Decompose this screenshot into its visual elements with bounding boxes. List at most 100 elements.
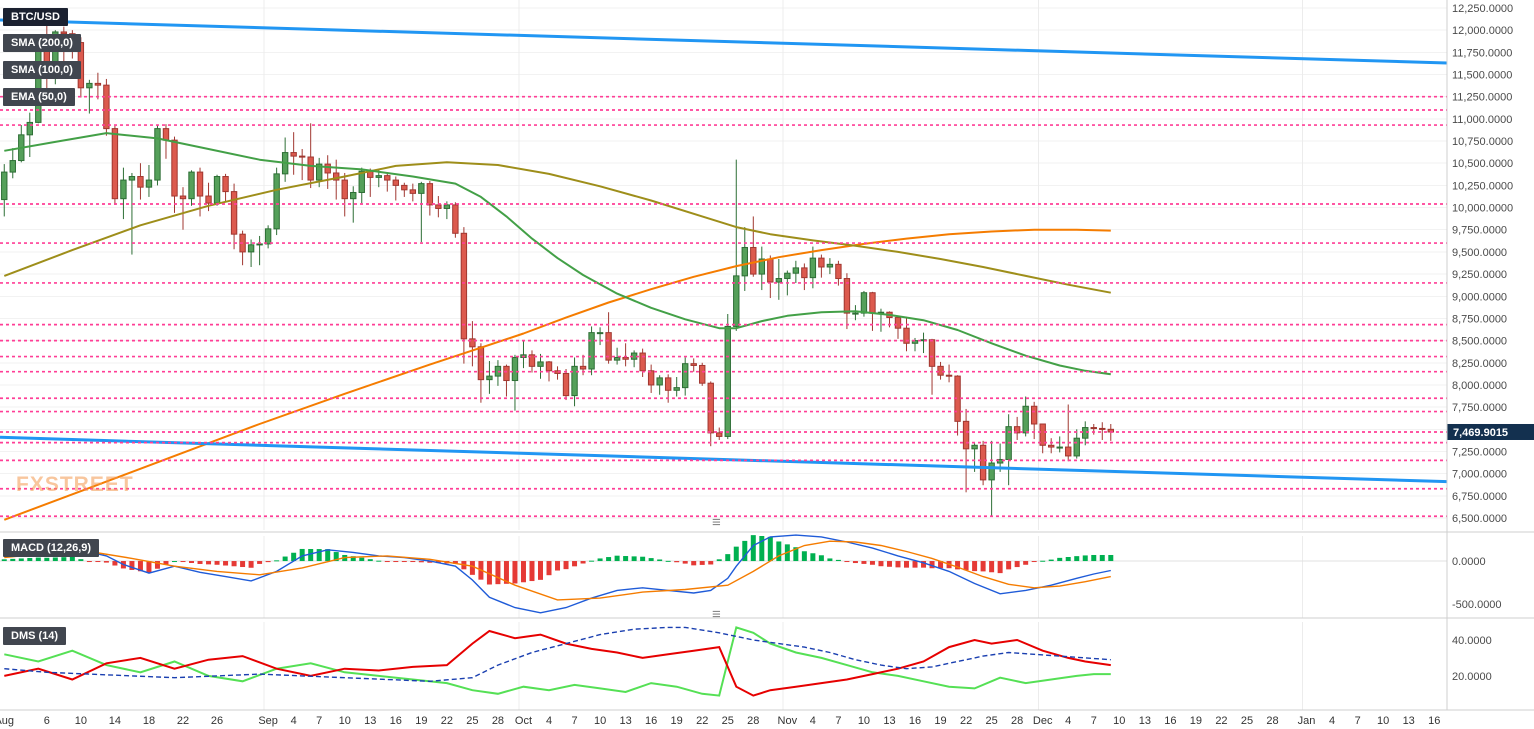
candle-body xyxy=(460,232,468,340)
macd-histogram-bar xyxy=(606,557,612,562)
candle-body xyxy=(826,263,834,268)
macd-histogram-bar xyxy=(316,549,322,562)
dms-axis-label: 20.0000 xyxy=(1452,671,1492,683)
price-axis-label: 9,500.0000 xyxy=(1452,247,1507,259)
indicator-badge-macd[interactable]: MACD (12,26,9) xyxy=(3,539,100,557)
macd-histogram-bar xyxy=(248,561,254,568)
symbol-badge[interactable]: BTC/USD xyxy=(3,8,68,26)
frame-layer xyxy=(0,0,1534,711)
x-axis-label: 16 xyxy=(390,715,402,727)
candle-body xyxy=(639,352,646,372)
price-axis-label: 6,750.0000 xyxy=(1452,491,1507,503)
x-axis-label: 10 xyxy=(1377,715,1389,727)
candle-body xyxy=(971,444,978,450)
x-axis-label: Oct xyxy=(515,715,532,727)
macd-histogram-bar xyxy=(767,536,773,562)
macd-histogram-bar xyxy=(589,560,595,562)
trendline-lower[interactable] xyxy=(0,435,1448,484)
panel-resize-handle-dms[interactable]: ≡ xyxy=(712,606,721,623)
macd-histogram-bar xyxy=(452,561,458,564)
candle-body xyxy=(128,176,136,181)
x-axis-label: 13 xyxy=(364,715,376,727)
candle-body xyxy=(298,155,306,158)
x-axis-label: 25 xyxy=(985,715,997,727)
macd-histogram-bar xyxy=(503,561,509,584)
macd-histogram-bar xyxy=(137,561,143,572)
candle-body xyxy=(579,365,587,370)
candle-body xyxy=(1030,405,1038,425)
ema50-line[interactable] xyxy=(4,132,1111,376)
macd-line xyxy=(4,534,1111,614)
macd-histogram-bar xyxy=(742,540,748,562)
candle-body xyxy=(1056,446,1063,449)
x-axis-label: 25 xyxy=(722,715,734,727)
macd-histogram-bar xyxy=(265,561,271,563)
indicator-badge-dms[interactable]: DMS (14) xyxy=(3,627,67,645)
macd-histogram-bar xyxy=(418,561,424,563)
candle-body xyxy=(94,82,102,86)
x-axis-label: 4 xyxy=(1065,715,1071,727)
x-axis-label: 22 xyxy=(696,715,708,727)
x-axis-label: Nov xyxy=(778,715,798,727)
macd-histogram-bar xyxy=(95,561,101,563)
macd-histogram-bar xyxy=(580,561,586,564)
trendline-upper[interactable] xyxy=(0,18,1448,65)
candle-body xyxy=(1090,427,1097,430)
candle-body xyxy=(988,462,995,481)
dms-axis-label: 40.0000 xyxy=(1452,635,1492,647)
sma100-line[interactable] xyxy=(3,161,1111,294)
indicator-badge-ema50[interactable]: EMA (50,0) xyxy=(3,88,75,106)
macd-histogram-bar xyxy=(274,560,280,562)
candle-body xyxy=(350,191,357,200)
macd-histogram-bar xyxy=(886,561,892,567)
dms-panel[interactable]: 40.0000 20.0000 xyxy=(4,626,1492,697)
x-axis-label: 22 xyxy=(1215,715,1227,727)
macd-histogram-bar xyxy=(359,557,365,562)
candle-body xyxy=(60,31,68,35)
candle-body xyxy=(145,179,153,188)
macd-histogram-bar xyxy=(827,558,833,562)
candle-body xyxy=(103,84,110,130)
macd-histogram-bar xyxy=(401,561,407,563)
panel-resize-handle-macd[interactable]: ≡ xyxy=(712,514,721,531)
macd-histogram-bar xyxy=(623,556,629,562)
macd-histogram-bar xyxy=(648,558,654,562)
macd-histogram-bar xyxy=(163,561,169,565)
macd-histogram-bar xyxy=(665,560,671,562)
minus_di-line xyxy=(4,629,1111,697)
macd-histogram-bar xyxy=(214,561,220,565)
price-axis-label: 11,000.0000 xyxy=(1452,114,1512,126)
candle-body xyxy=(290,152,297,157)
candle-body xyxy=(571,365,578,397)
candle-body xyxy=(528,354,536,367)
candles-layer xyxy=(1,23,1114,517)
candle-body xyxy=(213,176,221,204)
macd-histogram-bar xyxy=(52,557,58,562)
macd-histogram-bar xyxy=(189,561,195,563)
macd-panel[interactable]: 0.0000 -500.0000 xyxy=(0,534,1502,614)
x-axis-label: 26 xyxy=(211,715,223,727)
x-axis-label: 16 xyxy=(909,715,921,727)
time-axis[interactable]: Aug 6 10 14 18 22 26 Sep 4 7 10 13 16 19 22 25 28 Oct 4 7 10… xyxy=(0,715,1440,727)
candle-body xyxy=(443,204,451,209)
candle-body xyxy=(35,47,42,123)
x-axis-label: 7 xyxy=(316,715,322,727)
macd-histogram-bar xyxy=(963,561,969,571)
macd-histogram-bar xyxy=(1099,554,1105,562)
x-axis-label: 19 xyxy=(934,715,946,727)
price-axis-label: 8,000.0000 xyxy=(1452,380,1507,392)
macd-histogram-bar xyxy=(78,559,84,562)
macd-histogram-bar xyxy=(69,556,75,562)
x-axis-label: 10 xyxy=(858,715,870,727)
macd-histogram-bar xyxy=(716,559,722,562)
indicator-badge-sma100[interactable]: SMA (100,0) xyxy=(3,61,81,79)
indicator-badge-sma200[interactable]: SMA (200,0) xyxy=(3,34,81,52)
candle-body xyxy=(1,171,8,201)
candle-body xyxy=(247,244,255,253)
candle-body xyxy=(699,364,706,384)
macd-histogram-bar xyxy=(572,561,578,567)
x-axis-label: 10 xyxy=(1113,715,1125,727)
candle-body xyxy=(401,184,408,191)
x-axis-label: 18 xyxy=(143,715,155,727)
